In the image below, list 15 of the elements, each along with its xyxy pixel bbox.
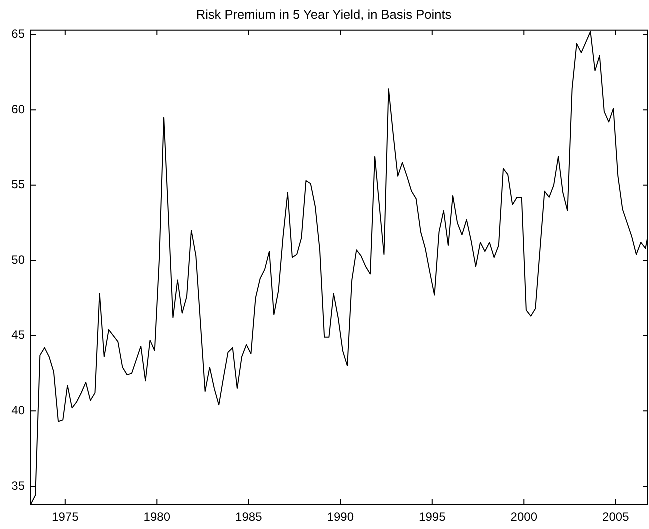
- x-tick-label: 2005: [602, 510, 630, 524]
- x-tick-label: 1990: [327, 510, 354, 524]
- y-tick-label: 45: [12, 328, 26, 342]
- y-tick-label: 55: [12, 178, 26, 192]
- chart-title: Risk Premium in 5 Year Yield, in Basis Points: [196, 7, 452, 22]
- y-tick-label: 50: [12, 252, 26, 267]
- x-tick-label: 1975: [52, 510, 80, 524]
- y-tick-label: 65: [12, 27, 26, 42]
- y-tick-label: 60: [12, 102, 26, 116]
- x-tick-label: 2000: [510, 510, 538, 524]
- x-tick-label: 1980: [144, 510, 171, 524]
- y-tick-label: 40: [12, 403, 26, 418]
- x-tick-label: 1985: [236, 510, 263, 524]
- y-tick-label: 35: [12, 478, 26, 493]
- x-tick-label: 1995: [419, 510, 446, 524]
